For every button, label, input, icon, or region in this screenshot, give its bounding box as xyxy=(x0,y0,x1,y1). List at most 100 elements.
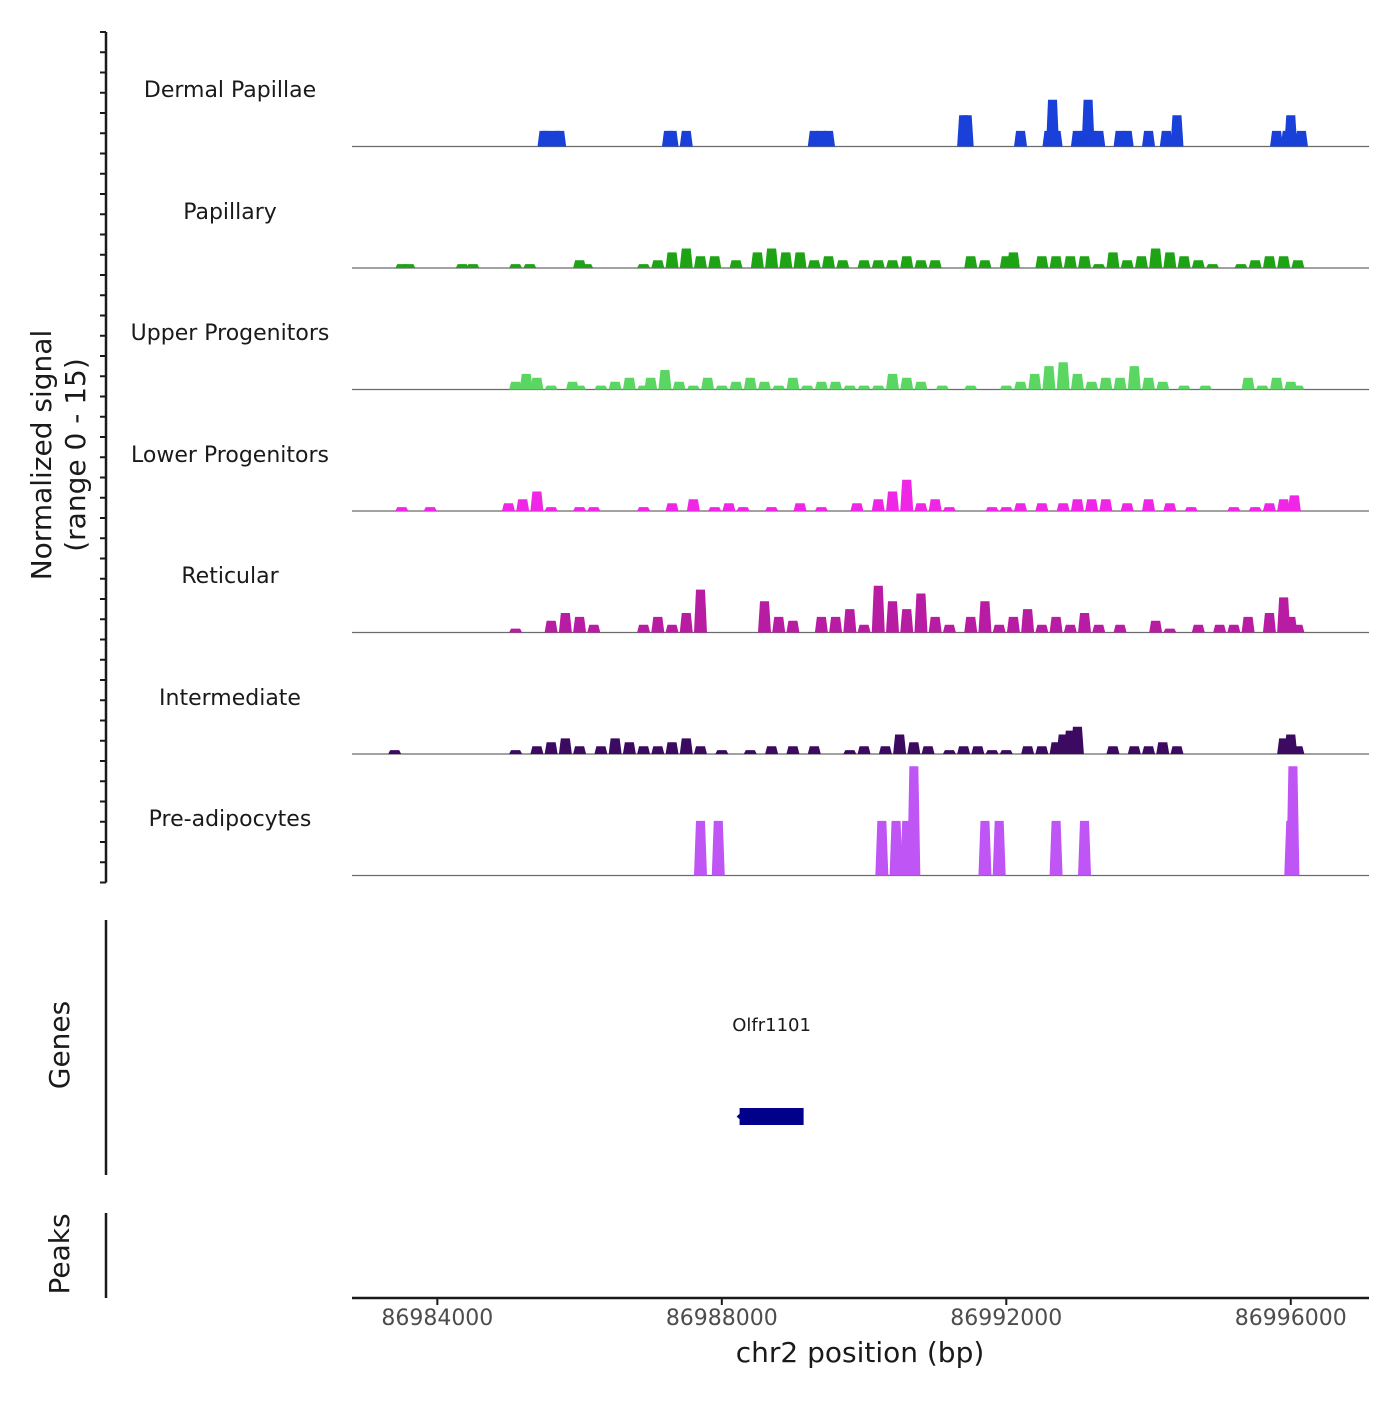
x-tick-label: 86984000 xyxy=(381,1306,494,1331)
signal-peak-intermediate xyxy=(388,750,402,754)
track-label-upper-progenitors: Upper Progenitors xyxy=(130,321,330,346)
signal-peak-intermediate xyxy=(715,750,729,754)
signal-peak-reticular xyxy=(544,620,558,633)
signal-peak-reticular xyxy=(1291,624,1305,633)
signal-peak-lower-progenitors xyxy=(686,499,700,511)
signal-peak-reticular xyxy=(871,585,885,633)
signal-peak-reticular xyxy=(1078,613,1092,633)
signal-peak-pre-adipocytes xyxy=(711,820,725,876)
signal-peak-reticular xyxy=(1113,624,1127,633)
signal-peak-reticular xyxy=(665,624,679,633)
signal-peak-upper-progenitors xyxy=(814,381,828,390)
signal-peak-papillary xyxy=(793,252,807,268)
signal-peak-upper-progenitors xyxy=(658,370,672,390)
signal-peak-papillary xyxy=(807,260,821,268)
signal-peak-intermediate xyxy=(594,746,608,754)
signal-peak-upper-progenitors xyxy=(509,381,523,390)
signal-peak-pre-adipocytes xyxy=(889,820,903,876)
signal-peak-lower-progenitors xyxy=(665,503,679,511)
signal-peak-reticular xyxy=(573,616,587,633)
signal-peak-upper-progenitors xyxy=(519,373,533,390)
signal-peak-papillary xyxy=(821,256,835,268)
signal-peak-upper-progenitors xyxy=(608,381,622,390)
signal-peak-lower-progenitors xyxy=(395,507,409,511)
signal-peak-upper-progenitors xyxy=(1255,385,1269,390)
signal-peak-upper-progenitors xyxy=(1042,366,1056,390)
signal-peak-lower-progenitors xyxy=(765,507,779,511)
signal-peak-lower-progenitors xyxy=(1099,499,1113,511)
signal-peak-papillary xyxy=(693,256,707,268)
signal-peak-lower-progenitors xyxy=(1163,503,1177,511)
signal-peak-lower-progenitors xyxy=(1120,503,1134,511)
signal-peak-upper-progenitors xyxy=(1177,385,1191,390)
signal-peak-reticular xyxy=(928,616,942,633)
signal-peak-reticular xyxy=(914,593,928,633)
signal-peak-intermediate xyxy=(544,742,558,754)
signal-peak-lower-progenitors xyxy=(1277,499,1291,511)
signal-peak-dermal-papillae xyxy=(1159,130,1173,147)
signal-peak-pre-adipocytes xyxy=(1286,766,1300,876)
y-axis-title: Normalized signal (range 0 - 15) xyxy=(25,215,95,695)
signal-peak-reticular xyxy=(1035,624,1049,633)
signal-peak-papillary xyxy=(1120,260,1134,268)
signal-peak-reticular xyxy=(992,624,1006,633)
signal-peak-reticular xyxy=(942,624,956,633)
signal-peak-upper-progenitors xyxy=(1156,381,1170,390)
signal-peak-papillary xyxy=(900,256,914,268)
signal-peak-intermediate xyxy=(1170,746,1184,754)
signal-peak-reticular xyxy=(757,601,771,633)
signal-peak-intermediate xyxy=(530,746,544,754)
signal-peak-lower-progenitors xyxy=(985,507,999,511)
signal-peak-reticular xyxy=(1262,613,1276,633)
signal-peak-lower-progenitors xyxy=(1184,507,1198,511)
signal-peak-upper-progenitors xyxy=(686,385,700,390)
signal-peak-upper-progenitors xyxy=(1127,366,1141,390)
signal-peak-lower-progenitors xyxy=(1085,499,1099,511)
signal-peak-dermal-papillae xyxy=(960,115,974,147)
signal-peak-intermediate xyxy=(878,746,892,754)
signal-peak-upper-progenitors xyxy=(757,381,771,390)
signal-peak-lower-progenitors xyxy=(1035,503,1049,511)
signal-peak-reticular xyxy=(1163,628,1177,633)
signal-peak-upper-progenitors xyxy=(544,385,558,390)
signal-peak-papillary xyxy=(679,248,693,268)
signal-peak-lower-progenitors xyxy=(928,499,942,511)
signal-peak-upper-progenitors xyxy=(1241,377,1255,390)
signal-peak-reticular xyxy=(843,609,857,633)
x-tick-label: 86988000 xyxy=(665,1306,778,1331)
signal-peak-lower-progenitors xyxy=(850,503,864,511)
signal-peak-intermediate xyxy=(608,738,622,754)
signal-peak-intermediate xyxy=(999,750,1013,754)
signal-peak-upper-progenitors xyxy=(829,381,843,390)
signal-peak-reticular xyxy=(1149,620,1163,633)
signal-peak-intermediate xyxy=(1035,746,1049,754)
signal-peak-papillary xyxy=(1049,256,1063,268)
signal-peak-papillary xyxy=(928,260,942,268)
x-tick-label: 86996000 xyxy=(1234,1306,1347,1331)
signal-peak-reticular xyxy=(1191,624,1205,633)
track-label-intermediate: Intermediate xyxy=(159,685,301,711)
signal-peak-reticular xyxy=(886,601,900,633)
signal-peak-lower-progenitors xyxy=(914,503,928,511)
signal-peak-papillary xyxy=(779,252,793,268)
signal-peak-lower-progenitors xyxy=(516,499,530,511)
signal-peak-intermediate xyxy=(907,742,921,754)
signal-peak-papillary xyxy=(466,264,480,268)
signal-peak-intermediate xyxy=(857,746,871,754)
signal-peak-reticular xyxy=(679,613,693,633)
signal-peak-upper-progenitors xyxy=(800,385,814,390)
track-label-pre-adipocytes: Pre-adipocytes xyxy=(148,807,312,832)
signal-peak-intermediate xyxy=(665,742,679,754)
signal-peak-dermal-papillae xyxy=(553,130,567,147)
signal-peak-lower-progenitors xyxy=(1056,503,1070,511)
signal-peak-reticular xyxy=(1021,609,1035,633)
signal-peak-pre-adipocytes xyxy=(978,820,992,876)
signal-peak-upper-progenitors xyxy=(1113,377,1127,390)
signal-peak-upper-progenitors xyxy=(1085,381,1099,390)
signal-peak-lower-progenitors xyxy=(1262,503,1276,511)
signal-peak-papillary xyxy=(523,264,537,268)
signal-peak-reticular xyxy=(1063,624,1077,633)
signal-peak-upper-progenitors xyxy=(729,381,743,390)
signal-peak-upper-progenitors xyxy=(1198,385,1212,390)
